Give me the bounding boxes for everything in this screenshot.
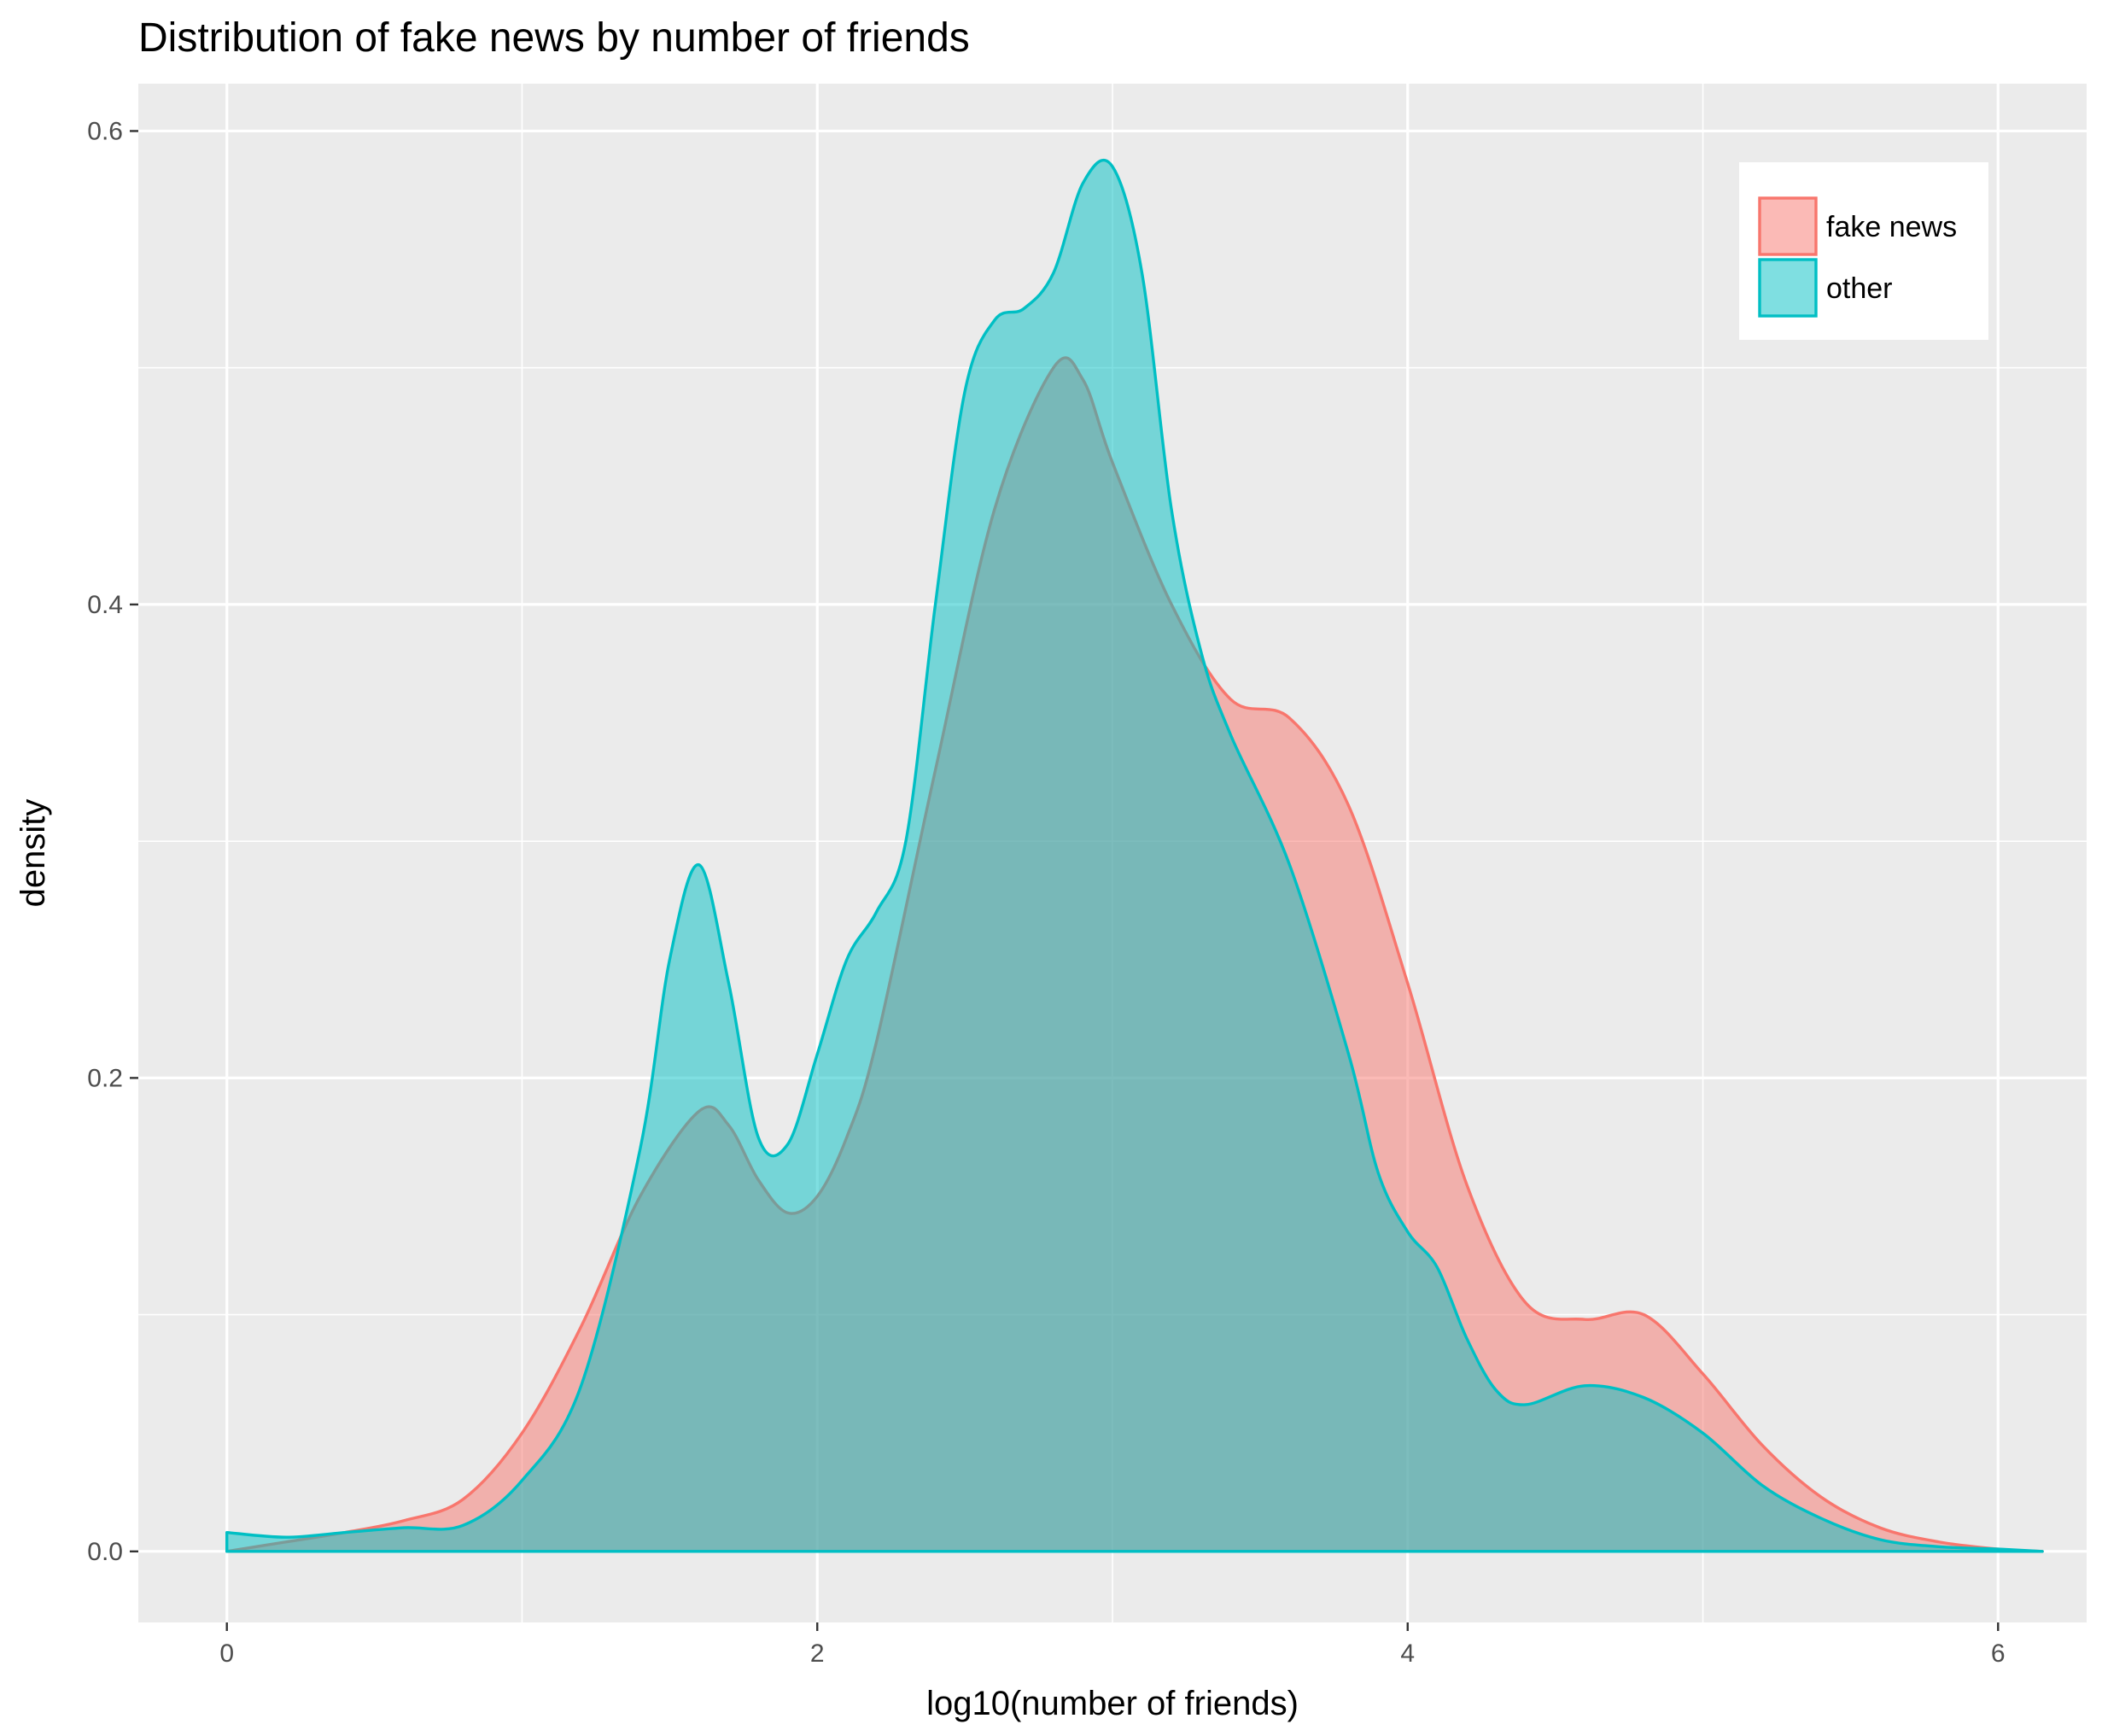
x-axis-title: log10(number of friends)	[926, 1685, 1299, 1722]
y-tick-label: 0.6	[87, 117, 123, 145]
y-axis-title: density	[15, 799, 52, 908]
series-layer	[225, 158, 2044, 1553]
chart-title: Distribution of fake news by number of f…	[138, 15, 970, 61]
y-axis: 0.0 0.2 0.4 0.6	[87, 117, 138, 1566]
x-tick-label: 0	[219, 1640, 234, 1668]
x-axis: 0 2 4 6	[219, 1622, 2006, 1668]
legend-key-other	[1758, 258, 1818, 318]
x-tick-label: 2	[810, 1640, 825, 1668]
y-tick-label: 0.0	[87, 1538, 123, 1566]
y-tick-label: 0.2	[87, 1064, 123, 1092]
legend-key-fake-news	[1758, 196, 1818, 256]
legend-label: other	[1826, 272, 1893, 305]
x-tick-label: 6	[1991, 1640, 2006, 1668]
legend-label: fake news	[1826, 211, 1957, 243]
series-area-other	[225, 158, 2044, 1553]
x-tick-label: 4	[1400, 1640, 1415, 1668]
legend: fake news other	[1739, 162, 1988, 340]
y-tick-label: 0.4	[87, 591, 123, 619]
